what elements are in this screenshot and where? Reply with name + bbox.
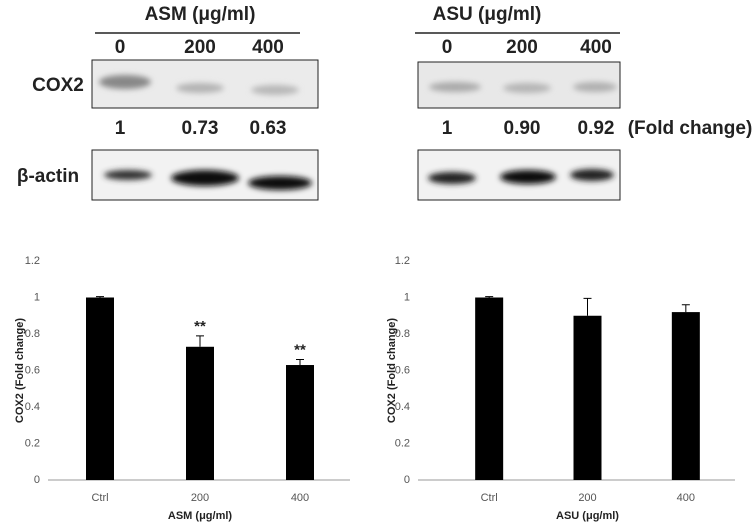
blot-title: ASM (μg/ml) — [145, 4, 256, 25]
fold-change: 1 — [115, 118, 126, 139]
bar — [475, 297, 504, 480]
y-tick-label: 1.2 — [395, 255, 410, 267]
error-bar — [96, 296, 104, 298]
lane-label: 0 — [442, 37, 453, 58]
bar — [286, 365, 314, 480]
error-bar — [583, 297, 592, 316]
error-bar — [485, 296, 494, 298]
band — [429, 82, 481, 92]
band — [171, 170, 239, 186]
y-tick-label: 0.4 — [395, 401, 410, 413]
lane-label: 400 — [580, 37, 612, 58]
x-axis-label: ASU (μg/ml) — [556, 510, 619, 522]
y-tick-label: 0.6 — [395, 364, 410, 376]
fold-change: 1 — [442, 118, 453, 139]
fold-unit: (Fold change) — [628, 118, 753, 139]
x-axis-label: ASM (μg/ml) — [168, 510, 233, 522]
y-tick-label: 0.6 — [25, 364, 40, 376]
x-tick-label: 400 — [677, 492, 695, 504]
y-tick-label: 1 — [404, 291, 410, 303]
y-tick-label: 0.2 — [395, 437, 410, 449]
y-tick-label: 0 — [404, 474, 410, 486]
y-tick-label: 1 — [34, 291, 40, 303]
band — [570, 169, 614, 181]
control-label: β-actin — [17, 166, 79, 187]
significance: ** — [294, 342, 306, 359]
bar — [186, 346, 214, 480]
y-tick-label: 0.2 — [25, 437, 40, 449]
bar — [671, 312, 700, 480]
blot-title: ASU (μg/ml) — [433, 4, 542, 25]
band — [503, 83, 551, 93]
fold-change: 0.63 — [250, 118, 287, 139]
y-axis-label: COX2 (Fold change) — [14, 318, 26, 423]
x-tick-label: 400 — [291, 492, 309, 504]
band — [99, 75, 151, 89]
y-tick-label: 1.2 — [25, 255, 40, 267]
y-tick-label: 0 — [34, 474, 40, 486]
band — [573, 82, 617, 92]
bar — [86, 297, 114, 480]
band — [251, 85, 299, 95]
y-axis-label: COX2 (Fold change) — [386, 318, 398, 423]
y-tick-label: 0.8 — [395, 328, 410, 340]
y-tick-label: 0.4 — [25, 401, 40, 413]
error-bar — [296, 359, 304, 366]
error-bar — [681, 304, 690, 313]
fold-change: 0.90 — [504, 118, 541, 139]
error-bar — [196, 335, 204, 347]
x-tick-label: Ctrl — [481, 492, 498, 504]
x-tick-label: Ctrl — [91, 492, 108, 504]
lane-label: 0 — [115, 37, 126, 58]
fold-change: 0.92 — [578, 118, 615, 139]
lane-label: 400 — [252, 37, 284, 58]
fold-change: 0.73 — [182, 118, 219, 139]
lane-label: 200 — [184, 37, 216, 58]
band — [428, 172, 476, 184]
band — [248, 176, 312, 190]
lane-label: 200 — [506, 37, 538, 58]
band — [500, 170, 556, 184]
significance: ** — [194, 318, 206, 335]
bar — [573, 315, 602, 480]
band — [104, 170, 152, 180]
band — [176, 83, 224, 93]
protein-label: COX2 — [32, 75, 84, 96]
x-tick-label: 200 — [578, 492, 596, 504]
x-tick-label: 200 — [191, 492, 209, 504]
y-tick-label: 0.8 — [25, 328, 40, 340]
